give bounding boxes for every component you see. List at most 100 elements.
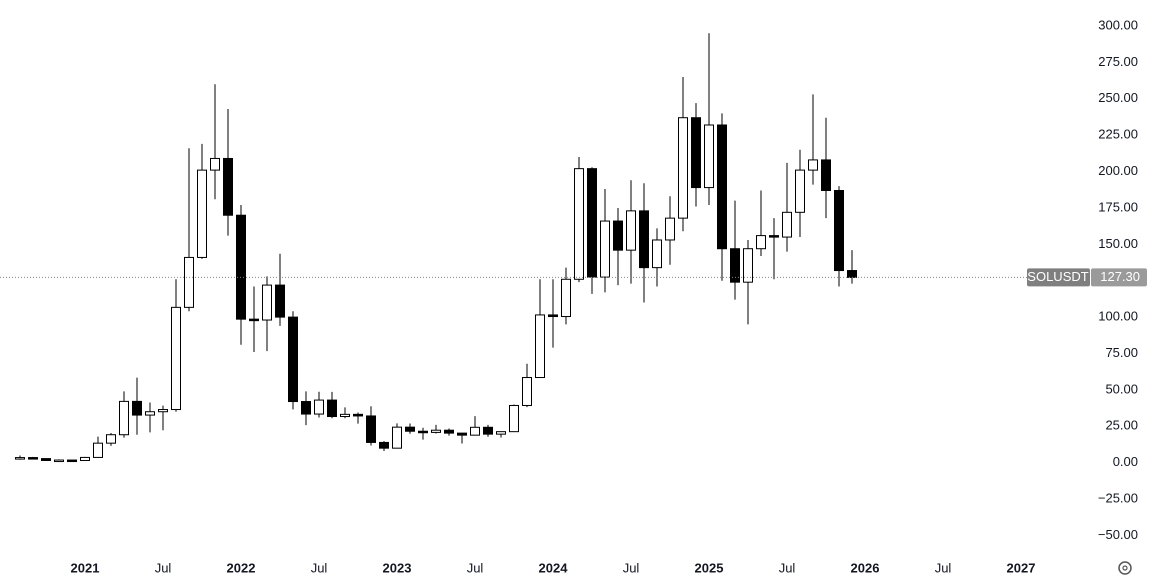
candle-body	[80, 456, 90, 461]
candle-body	[782, 211, 792, 238]
candle-body	[353, 413, 363, 417]
candle-body	[535, 314, 545, 379]
candle-body	[106, 434, 116, 444]
candle-body	[730, 248, 740, 283]
candle-body	[145, 411, 155, 416]
y-tick-label: 175.00	[1098, 199, 1138, 214]
candle-body	[678, 117, 688, 219]
candle-body	[93, 442, 103, 458]
candle-body	[405, 426, 415, 432]
candle-body	[327, 399, 337, 418]
settings-hub	[1122, 565, 1128, 571]
x-tick-label: 2023	[383, 560, 412, 575]
candle-body	[444, 429, 454, 434]
price-label: 127.30	[1100, 269, 1140, 284]
y-tick-label: 0.00	[1113, 454, 1138, 469]
candle-body	[301, 401, 311, 415]
y-tick-label: 275.00	[1098, 54, 1138, 69]
x-tick-label: Jul	[467, 560, 484, 575]
candle-body	[483, 426, 493, 435]
y-tick-label: 225.00	[1098, 127, 1138, 142]
candle-body	[665, 217, 675, 241]
x-tick-label: 2027	[1007, 560, 1036, 575]
candle-body	[587, 168, 597, 278]
candle-body	[795, 169, 805, 213]
candle-body	[249, 318, 259, 322]
candle-body	[717, 124, 727, 250]
y-tick-label: 100.00	[1098, 309, 1138, 324]
candle-body	[704, 124, 714, 189]
settings-gear	[1118, 561, 1132, 575]
candle-body	[470, 426, 480, 436]
candle-body	[54, 459, 64, 463]
y-tick-label: −25.00	[1098, 490, 1138, 505]
candle-body	[613, 220, 623, 251]
candle-body	[626, 210, 636, 251]
candle-body	[652, 239, 662, 269]
y-tick-label: −50.00	[1098, 527, 1138, 542]
candle-body	[67, 459, 77, 463]
candle-body	[236, 214, 246, 320]
symbol-tag	[1027, 268, 1090, 287]
candle-body	[15, 457, 25, 460]
candle-body	[288, 316, 298, 403]
candle-body	[522, 377, 532, 406]
x-tick-label: 2022	[227, 560, 256, 575]
x-tick-label: 2025	[695, 560, 724, 575]
candle-body	[119, 400, 129, 436]
candle-body	[171, 306, 181, 411]
x-tick-label: 2024	[539, 560, 569, 575]
candle-body	[366, 415, 376, 443]
candle-body	[41, 458, 51, 461]
candle-body	[574, 168, 584, 280]
y-tick-label: 75.00	[1105, 345, 1138, 360]
candle-body	[392, 426, 402, 449]
candle-body	[431, 429, 441, 433]
candle-body	[197, 169, 207, 258]
y-tick-label: 200.00	[1098, 163, 1138, 178]
symbol-label: SOLUSDT	[1027, 269, 1088, 284]
x-tick-label: Jul	[155, 560, 172, 575]
candle-body	[600, 220, 610, 278]
candle-body	[509, 404, 519, 433]
candle-body	[262, 284, 272, 321]
x-tick-label: 2026	[851, 560, 880, 575]
candle-body	[158, 409, 168, 413]
candle-body	[132, 400, 142, 416]
candle-body	[548, 314, 558, 318]
candle-body	[834, 189, 844, 272]
y-tick-label: 25.00	[1105, 418, 1138, 433]
candle-body	[769, 235, 779, 238]
y-tick-label: 250.00	[1098, 90, 1138, 105]
candle-body	[275, 284, 285, 318]
candle-body	[808, 159, 818, 171]
candle-body	[379, 441, 389, 449]
y-tick-label: 50.00	[1105, 381, 1138, 396]
candle-body	[821, 159, 831, 191]
x-tick-label: Jul	[779, 560, 796, 575]
candle-body	[340, 413, 350, 418]
candle-body	[314, 399, 324, 415]
x-tick-label: Jul	[311, 560, 328, 575]
candle-body	[418, 430, 428, 434]
candle-body	[561, 278, 571, 318]
candle-body	[496, 431, 506, 435]
candle-body	[691, 117, 701, 189]
price-tag	[1091, 268, 1147, 287]
x-tick-label: Jul	[623, 560, 640, 575]
candle-body	[743, 248, 753, 283]
candle-body	[639, 210, 649, 269]
x-tick-label: Jul	[935, 560, 952, 575]
y-tick-label: 150.00	[1098, 236, 1138, 251]
candle-body	[223, 157, 233, 216]
y-tick-label: 300.00	[1098, 17, 1138, 32]
candle-body	[28, 457, 38, 460]
x-tick-label: 2021	[71, 560, 100, 575]
candle-body	[457, 432, 467, 436]
candle-body	[210, 157, 220, 171]
settings-icon[interactable]	[1118, 561, 1132, 575]
candle-body	[184, 256, 194, 308]
candle-body	[847, 270, 857, 278]
